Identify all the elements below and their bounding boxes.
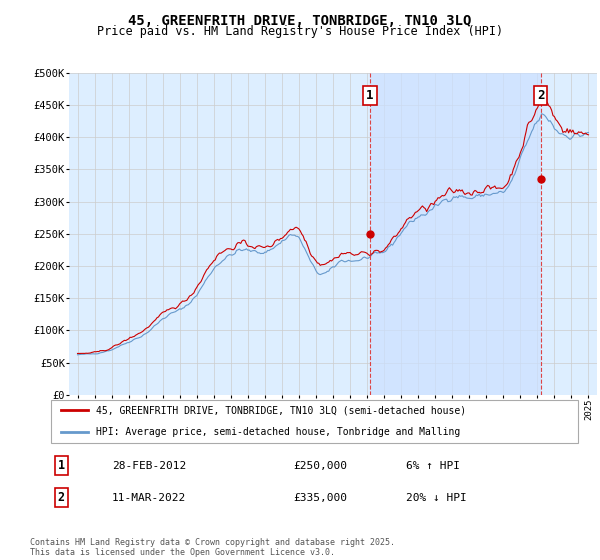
Text: 28-FEB-2012: 28-FEB-2012 (112, 460, 187, 470)
Text: 11-MAR-2022: 11-MAR-2022 (112, 493, 187, 503)
FancyBboxPatch shape (50, 399, 578, 444)
Text: 6% ↑ HPI: 6% ↑ HPI (406, 460, 460, 470)
Text: 45, GREENFRITH DRIVE, TONBRIDGE, TN10 3LQ: 45, GREENFRITH DRIVE, TONBRIDGE, TN10 3L… (128, 14, 472, 28)
Text: 45, GREENFRITH DRIVE, TONBRIDGE, TN10 3LQ (semi-detached house): 45, GREENFRITH DRIVE, TONBRIDGE, TN10 3L… (96, 405, 466, 416)
Text: 2: 2 (58, 491, 65, 505)
Text: HPI: Average price, semi-detached house, Tonbridge and Malling: HPI: Average price, semi-detached house,… (96, 427, 460, 437)
Text: 20% ↓ HPI: 20% ↓ HPI (406, 493, 467, 503)
Text: £335,000: £335,000 (293, 493, 347, 503)
Text: £250,000: £250,000 (293, 460, 347, 470)
Text: 2: 2 (537, 89, 544, 102)
Text: 1: 1 (366, 89, 374, 102)
Text: Contains HM Land Registry data © Crown copyright and database right 2025.
This d: Contains HM Land Registry data © Crown c… (30, 538, 395, 557)
Bar (370, 73, 541, 395)
Text: 1: 1 (58, 459, 65, 472)
Text: Price paid vs. HM Land Registry's House Price Index (HPI): Price paid vs. HM Land Registry's House … (97, 25, 503, 38)
